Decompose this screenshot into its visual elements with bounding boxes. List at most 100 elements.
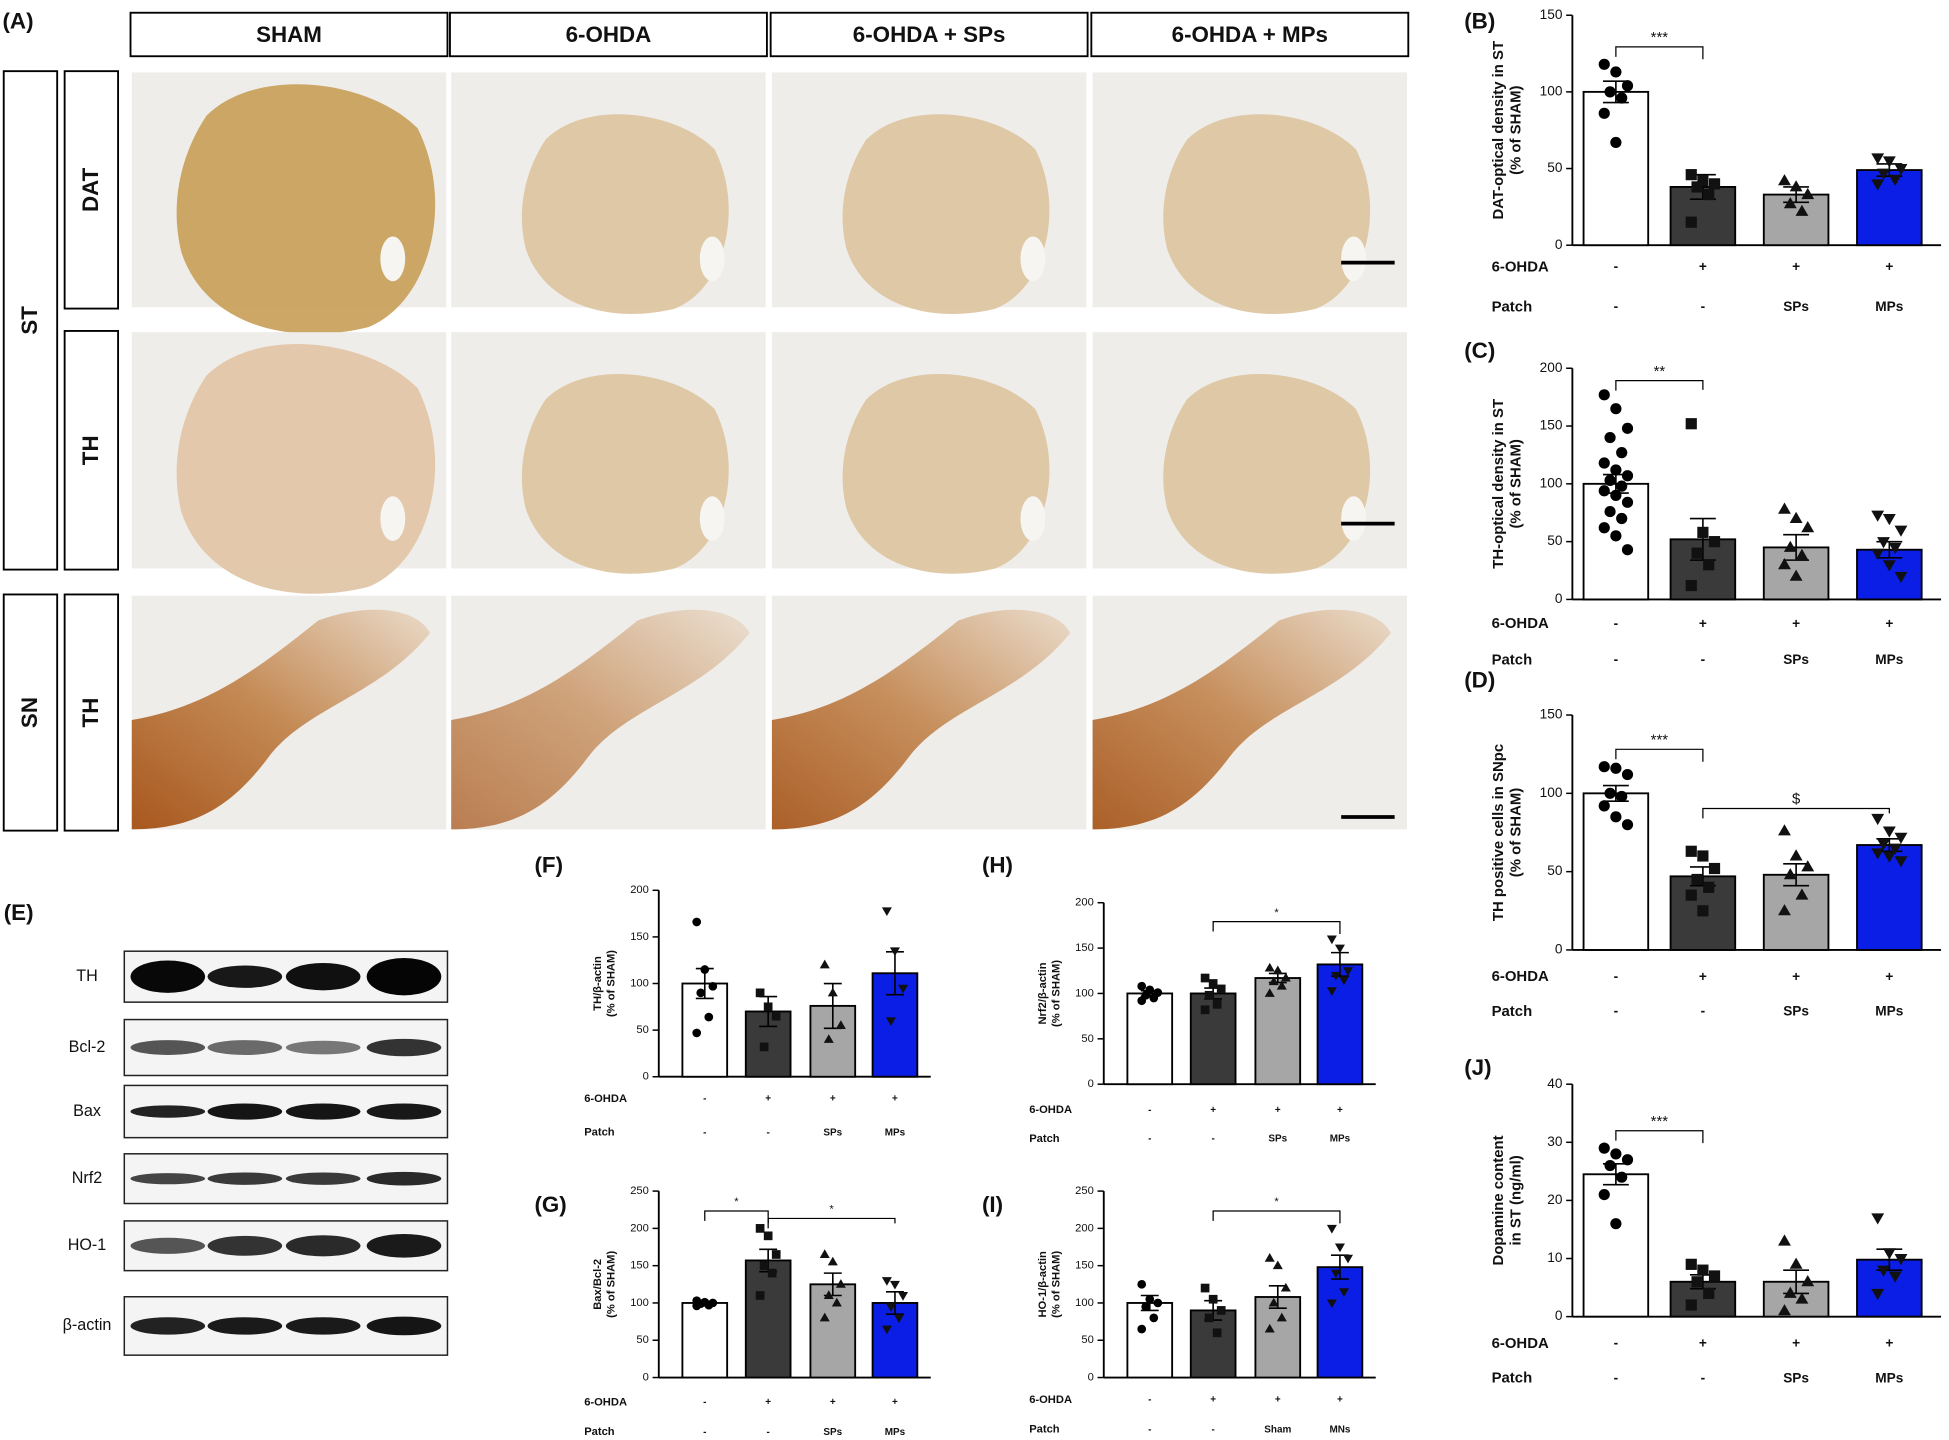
x-category-label: MPs xyxy=(885,1127,906,1138)
y-axis-label: (% of SHAM) xyxy=(1508,85,1524,174)
histology-image xyxy=(451,332,766,574)
x-category-label: + xyxy=(892,1094,898,1105)
y-tick-label: 100 xyxy=(1540,83,1563,98)
data-point xyxy=(1888,843,1902,855)
y-tick-label: 20 xyxy=(1547,1192,1563,1207)
data-point xyxy=(700,965,710,974)
y-axis-label: Nrf2/β-actin xyxy=(1037,962,1049,1024)
bar xyxy=(1582,1173,1650,1318)
x-category-label: + xyxy=(1885,259,1893,274)
x-category-label: + xyxy=(1885,1336,1893,1351)
x-category-label: SPs xyxy=(1783,1370,1809,1385)
significance-label: * xyxy=(734,1196,739,1208)
data-point xyxy=(692,917,702,927)
blot-band xyxy=(130,960,206,993)
x-row-label: 6-OHDA xyxy=(1029,1104,1072,1116)
data-point xyxy=(1871,548,1885,560)
data-point xyxy=(1888,542,1902,555)
y-axis-label: (% of SHAM) xyxy=(606,1251,618,1318)
data-point xyxy=(1621,80,1634,92)
label-box xyxy=(63,593,120,832)
data-point xyxy=(1697,905,1709,917)
stain-label: DAT xyxy=(78,167,103,212)
blot-band xyxy=(366,1233,442,1258)
y-tick-label: 100 xyxy=(1540,475,1563,490)
blot-label: HO-1 xyxy=(68,1236,107,1254)
x-row-label: 6-OHDA xyxy=(1492,616,1549,632)
data-point xyxy=(1208,1294,1218,1304)
y-tick-label: 30 xyxy=(1547,1134,1563,1149)
sn-tissue xyxy=(771,609,1071,830)
data-point xyxy=(1685,579,1697,592)
data-point xyxy=(1208,979,1218,988)
x-category-label: MPs xyxy=(1875,299,1903,314)
sn-tissue xyxy=(1092,609,1391,830)
y-tick-label: 150 xyxy=(630,931,649,943)
data-point xyxy=(1216,984,1226,994)
x-category-label: - xyxy=(1148,1395,1151,1406)
x-category-label: + xyxy=(1699,259,1707,274)
y-tick-label: 0 xyxy=(1555,237,1563,252)
data-point xyxy=(1280,972,1291,982)
data-point xyxy=(1882,514,1896,526)
data-point xyxy=(1598,1142,1610,1154)
blot-band xyxy=(366,1103,442,1120)
label-box xyxy=(2,70,59,571)
data-point xyxy=(1212,999,1222,1009)
data-point xyxy=(1212,1328,1222,1338)
data-point xyxy=(1685,845,1697,857)
data-point xyxy=(1604,505,1616,518)
y-tick-label: 200 xyxy=(1075,897,1094,909)
blot-label: β-actin xyxy=(63,1316,112,1334)
y-axis-label: DAT-optical density in ST xyxy=(1491,41,1507,220)
label-box xyxy=(129,11,449,58)
x-category-label: - xyxy=(1614,1004,1619,1019)
panel-label: (B) xyxy=(1464,9,1495,34)
blot-band xyxy=(130,1040,206,1055)
x-category-label: - xyxy=(703,1127,706,1138)
data-point xyxy=(1795,548,1809,560)
bar xyxy=(1254,1296,1302,1379)
data-point xyxy=(1871,848,1885,860)
data-point xyxy=(1342,1254,1353,1264)
label-box xyxy=(63,330,120,571)
label-box xyxy=(63,70,120,310)
data-point xyxy=(1871,1213,1885,1225)
data-point xyxy=(1616,1171,1628,1183)
label-box xyxy=(2,593,59,832)
data-point xyxy=(1703,188,1715,201)
data-point xyxy=(1894,164,1908,176)
tissue xyxy=(842,114,1050,314)
significance-bracket xyxy=(704,1210,769,1224)
error-bar xyxy=(1330,1254,1349,1280)
x-category-label: + xyxy=(1792,259,1800,274)
label-box xyxy=(1090,11,1410,58)
y-tick-label: 200 xyxy=(630,1222,649,1234)
x-row-label: Patch xyxy=(1029,1133,1060,1145)
significance-label: * xyxy=(1274,1196,1279,1208)
data-point xyxy=(1801,187,1815,200)
data-point xyxy=(1610,489,1622,501)
data-point xyxy=(1691,181,1703,193)
ventricle xyxy=(1020,496,1046,542)
x-row-label: Patch xyxy=(584,1127,615,1139)
y-axis-label: HO-1/β-actin xyxy=(1037,1251,1049,1318)
data-point xyxy=(1697,526,1709,538)
data-point xyxy=(881,1277,892,1286)
error-bar xyxy=(1602,80,1629,104)
y-tick-label: 10 xyxy=(1547,1250,1563,1265)
x-category-label: - xyxy=(1614,652,1619,667)
histology-image xyxy=(131,72,447,334)
x-category-label: + xyxy=(1210,1395,1216,1406)
stain-label: TH xyxy=(78,698,103,728)
y-tick-label: 250 xyxy=(1075,1185,1094,1197)
blot-band xyxy=(285,1235,361,1257)
data-point xyxy=(819,1312,830,1322)
data-point xyxy=(696,988,706,998)
data-point xyxy=(1610,1148,1622,1160)
data-point xyxy=(1894,525,1908,537)
data-point xyxy=(1789,511,1803,523)
data-point xyxy=(1708,536,1721,548)
y-tick-label: 0 xyxy=(643,1371,649,1383)
error-bar xyxy=(1876,540,1903,559)
